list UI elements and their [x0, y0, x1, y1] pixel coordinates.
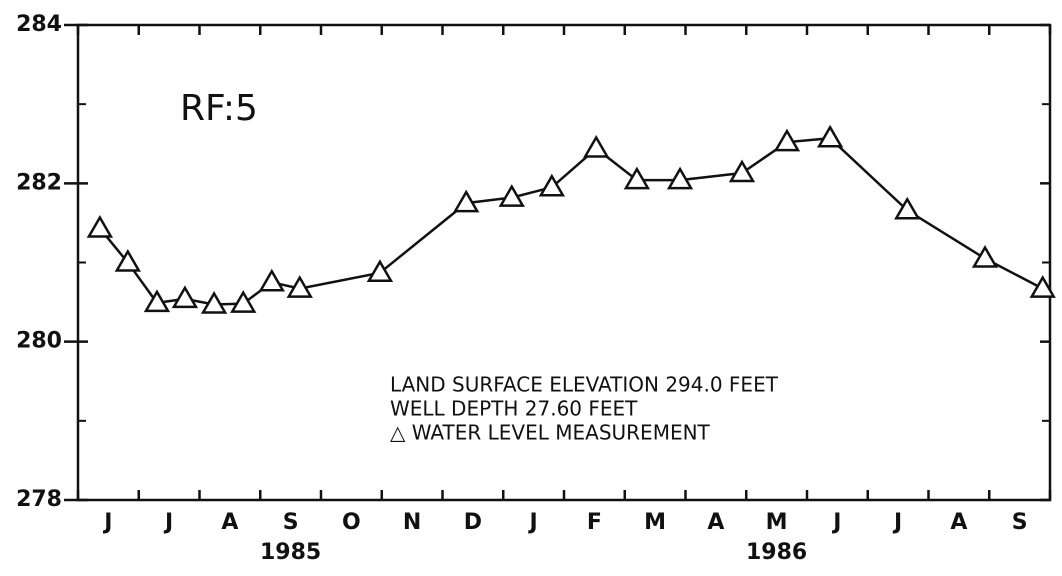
year-label: 1985: [260, 540, 321, 565]
marker: [971, 245, 999, 268]
year-label: 1986: [746, 540, 807, 565]
marker: [894, 196, 921, 220]
y-tick-label: 282: [16, 170, 62, 195]
marker: [773, 128, 801, 152]
marker: [583, 135, 610, 158]
marker: [143, 289, 171, 313]
note: LAND SURFACE ELEVATION 294.0 FEET: [390, 373, 779, 397]
marker: [538, 173, 566, 197]
legend-entry: △ WATER LEVEL MEASUREMENT: [390, 421, 711, 445]
marker: [366, 259, 394, 283]
x-tick-label: A: [950, 510, 967, 535]
x-tick-label: J: [892, 510, 902, 535]
x-tick-label: A: [221, 510, 238, 535]
x-tick-label: O: [342, 510, 361, 535]
x-tick-label: J: [831, 510, 841, 535]
y-tick-label: 284: [16, 12, 62, 37]
marker: [230, 290, 257, 313]
y-tick-label: 280: [16, 329, 62, 354]
x-tick-label: J: [102, 510, 112, 535]
marker: [86, 214, 114, 238]
x-tick-label: N: [403, 510, 421, 535]
marker: [666, 166, 694, 190]
marker: [453, 189, 480, 213]
marker: [258, 268, 285, 292]
marker: [114, 249, 141, 272]
note: WELL DEPTH 27.60 FEET: [390, 397, 638, 421]
x-tick-label: S: [283, 510, 299, 535]
x-tick-label: D: [464, 510, 482, 535]
x-tick-label: F: [587, 510, 602, 535]
x-tick-label: J: [163, 510, 173, 535]
marker: [498, 184, 525, 207]
data-line: [98, 136, 1044, 306]
marker: [623, 166, 651, 190]
x-tick-label: A: [707, 510, 724, 535]
marker: [1029, 275, 1056, 298]
marker: [816, 124, 844, 148]
y-tick-label: 278: [16, 487, 62, 512]
marker: [286, 275, 313, 298]
x-tick-label: M: [644, 510, 666, 535]
x-tick-label: S: [1012, 510, 1028, 535]
marker: [728, 159, 756, 183]
marker: [200, 290, 228, 314]
chart-label: RF:5: [180, 88, 258, 129]
marker: [171, 285, 199, 309]
x-tick-label: J: [528, 510, 538, 535]
x-tick-label: M: [766, 510, 788, 535]
